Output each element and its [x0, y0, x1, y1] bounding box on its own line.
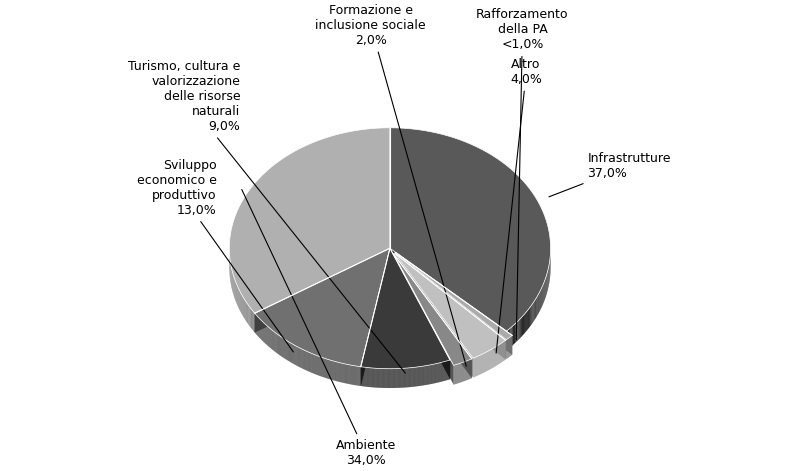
Polygon shape	[515, 323, 516, 343]
Polygon shape	[255, 248, 389, 333]
Text: Formazione e
inclusione sociale
2,0%: Formazione e inclusione sociale 2,0%	[315, 4, 466, 366]
Polygon shape	[393, 254, 471, 365]
Polygon shape	[530, 305, 531, 325]
Polygon shape	[532, 301, 534, 322]
Polygon shape	[253, 311, 254, 332]
Polygon shape	[531, 304, 532, 324]
Polygon shape	[528, 308, 529, 328]
Polygon shape	[507, 329, 508, 349]
Polygon shape	[508, 328, 510, 349]
Polygon shape	[529, 306, 530, 327]
Polygon shape	[527, 310, 528, 330]
Polygon shape	[249, 307, 250, 327]
Polygon shape	[519, 318, 520, 339]
Polygon shape	[393, 254, 471, 378]
Polygon shape	[512, 325, 513, 345]
Polygon shape	[510, 327, 511, 347]
Polygon shape	[521, 316, 522, 336]
Polygon shape	[513, 324, 515, 344]
Polygon shape	[361, 248, 450, 369]
Polygon shape	[389, 248, 506, 350]
Text: Turismo, cultura e
valorizzazione
delle risorse
naturali
9,0%: Turismo, cultura e valorizzazione delle …	[128, 60, 405, 373]
Polygon shape	[255, 248, 389, 367]
Polygon shape	[254, 312, 255, 333]
Polygon shape	[395, 252, 512, 355]
Text: Sviluppo
economico e
produttivo
13,0%: Sviluppo economico e produttivo 13,0%	[137, 159, 293, 352]
Polygon shape	[524, 312, 525, 333]
Polygon shape	[247, 304, 248, 325]
Polygon shape	[394, 253, 505, 359]
Polygon shape	[395, 252, 506, 359]
Polygon shape	[506, 330, 507, 350]
Polygon shape	[525, 311, 527, 332]
Text: Ambiente
34,0%: Ambiente 34,0%	[242, 189, 396, 467]
Polygon shape	[250, 308, 251, 328]
Polygon shape	[389, 248, 450, 379]
Text: Altro
4,0%: Altro 4,0%	[495, 57, 541, 353]
Polygon shape	[395, 252, 512, 340]
Polygon shape	[520, 317, 521, 337]
Polygon shape	[361, 248, 389, 386]
Polygon shape	[229, 128, 389, 313]
Polygon shape	[534, 300, 535, 320]
Polygon shape	[251, 310, 253, 330]
Text: Rafforzamento
della PA
<1,0%: Rafforzamento della PA <1,0%	[475, 8, 568, 340]
Polygon shape	[394, 253, 505, 358]
Polygon shape	[248, 305, 249, 326]
Polygon shape	[516, 322, 517, 342]
Polygon shape	[393, 254, 453, 385]
Polygon shape	[361, 248, 389, 386]
Polygon shape	[518, 319, 519, 340]
Polygon shape	[255, 248, 389, 333]
Polygon shape	[511, 326, 512, 346]
Polygon shape	[389, 128, 550, 331]
Polygon shape	[517, 320, 518, 341]
Polygon shape	[522, 315, 524, 335]
Polygon shape	[394, 253, 472, 378]
Text: Infrastrutture
37,0%: Infrastrutture 37,0%	[548, 152, 671, 197]
